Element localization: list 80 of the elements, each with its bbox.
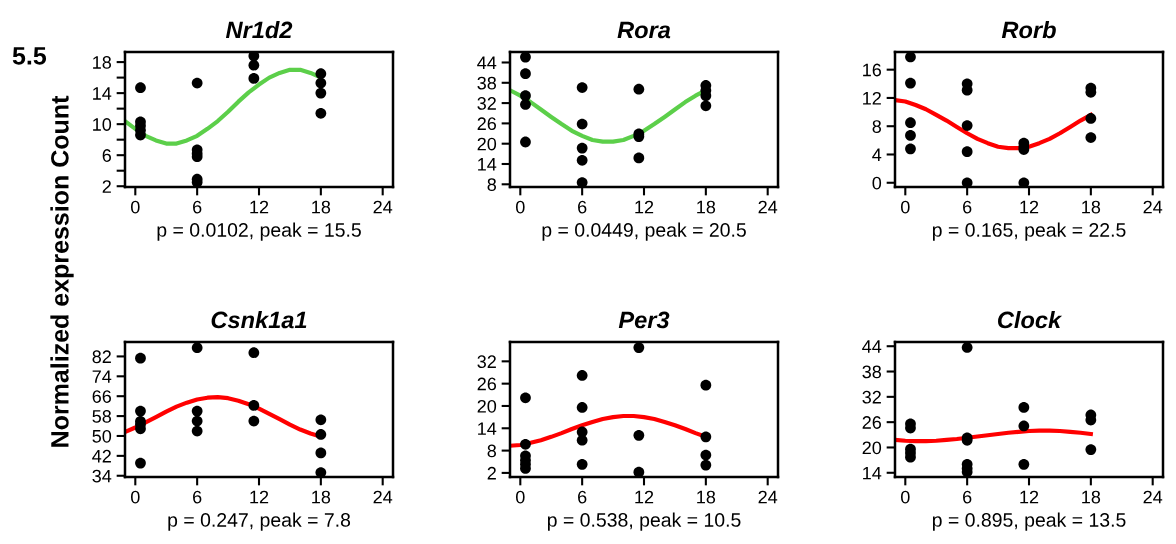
x-tick-label: 24 xyxy=(758,200,778,214)
y-tick-label: 12 xyxy=(863,91,881,105)
x-tick-label: 18 xyxy=(697,490,716,504)
y-tick-label: 0 xyxy=(872,176,882,190)
x-tick-label: 6 xyxy=(578,200,587,214)
x-tick-label: 18 xyxy=(1082,490,1101,504)
x-tick-label: 24 xyxy=(758,490,778,504)
y-tick-label: 14 xyxy=(863,466,882,480)
y-tick-label: 74 xyxy=(92,370,112,383)
x-axis-title: p = 0.895, peak = 13.5 xyxy=(932,512,1126,531)
x-tick-label: 24 xyxy=(1143,490,1163,504)
y-tick-label: 8 xyxy=(487,444,497,458)
y-tick-label: 26 xyxy=(477,377,497,391)
x-axis-title: p = 0.165, peak = 22.5 xyxy=(932,222,1126,241)
y-axis-title: Normalized expression Count xyxy=(50,95,74,447)
chart-title: Csnk1a1 xyxy=(211,311,307,329)
x-axis-title: p = 0.0449, peak = 20.5 xyxy=(542,222,746,241)
chart-title: Rora xyxy=(617,21,671,39)
chart-title: Clock xyxy=(998,311,1063,329)
text: 5.5 xyxy=(12,47,47,65)
x-tick-label: 0 xyxy=(515,200,525,214)
x-tick-label: 18 xyxy=(312,490,331,504)
y-tick-label: 38 xyxy=(862,365,882,379)
x-tick-label: 24 xyxy=(1143,200,1163,214)
x-tick-label: 6 xyxy=(963,490,972,504)
x-tick-label: 6 xyxy=(193,490,202,504)
x-tick-label: 0 xyxy=(900,200,910,214)
y-tick-label: 34 xyxy=(92,469,112,483)
y-tick-label: 18 xyxy=(93,56,112,69)
y-tick-label: 26 xyxy=(477,117,497,131)
x-axis-title: p = 0.538, peak = 10.5 xyxy=(547,512,741,531)
x-axis-title: p = 0.247, peak = 7.8 xyxy=(168,512,351,531)
x-tick-label: 18 xyxy=(1082,200,1101,214)
y-tick-label: 38 xyxy=(477,76,497,90)
y-tick-label: 10 xyxy=(93,118,112,131)
x-tick-label: 0 xyxy=(130,490,140,504)
y-tick-label: 16 xyxy=(863,63,882,77)
x-tick-label: 0 xyxy=(900,490,910,504)
x-tick-label: 18 xyxy=(312,200,331,214)
y-tick-label: 14 xyxy=(478,158,497,171)
y-tick-label: 20 xyxy=(477,399,497,413)
x-tick-label: 6 xyxy=(963,200,972,214)
chart-title: Nr1d2 xyxy=(225,21,293,39)
x-tick-label: 12 xyxy=(635,200,654,214)
y-tick-label: 14 xyxy=(478,422,497,435)
x-tick-label: 6 xyxy=(193,200,202,214)
y-tick-label: 20 xyxy=(862,441,882,455)
x-tick-label: 12 xyxy=(1020,490,1039,504)
y-tick-label: 32 xyxy=(477,97,496,110)
x-tick-label: 6 xyxy=(578,490,587,504)
y-tick-label: 4 xyxy=(872,148,882,162)
x-tick-label: 18 xyxy=(697,200,716,214)
y-tick-label: 8 xyxy=(487,178,497,192)
y-tick-label: 14 xyxy=(93,87,112,100)
x-tick-label: 0 xyxy=(130,200,140,214)
y-tick-label: 50 xyxy=(92,429,112,443)
y-tick-label: 6 xyxy=(102,149,112,162)
y-tick-label: 44 xyxy=(477,56,497,70)
y-tick-label: 2 xyxy=(102,180,111,193)
y-tick-label: 32 xyxy=(477,355,496,369)
x-axis-title: p = 0.0102, peak = 15.5 xyxy=(157,222,361,241)
y-tick-label: 20 xyxy=(477,137,497,151)
x-tick-label: 24 xyxy=(373,490,393,504)
chart-title: Rorb xyxy=(1001,21,1056,39)
x-tick-label: 12 xyxy=(250,200,269,214)
x-tick-label: 12 xyxy=(1020,200,1039,214)
y-tick-label: 82 xyxy=(92,350,111,364)
x-tick-label: 12 xyxy=(635,490,654,504)
y-tick-label: 32 xyxy=(862,390,881,404)
x-tick-label: 24 xyxy=(373,200,393,214)
y-tick-label: 42 xyxy=(92,449,111,463)
y-tick-label: 2 xyxy=(487,466,496,480)
x-tick-label: 12 xyxy=(250,490,269,504)
y-tick-label: 26 xyxy=(862,416,882,429)
y-tick-label: 8 xyxy=(872,120,882,133)
x-tick-label: 0 xyxy=(515,490,525,504)
chart-title: Per3 xyxy=(618,311,670,329)
y-tick-label: 58 xyxy=(92,410,112,423)
y-tick-label: 44 xyxy=(862,340,882,353)
y-tick-label: 66 xyxy=(92,390,112,403)
